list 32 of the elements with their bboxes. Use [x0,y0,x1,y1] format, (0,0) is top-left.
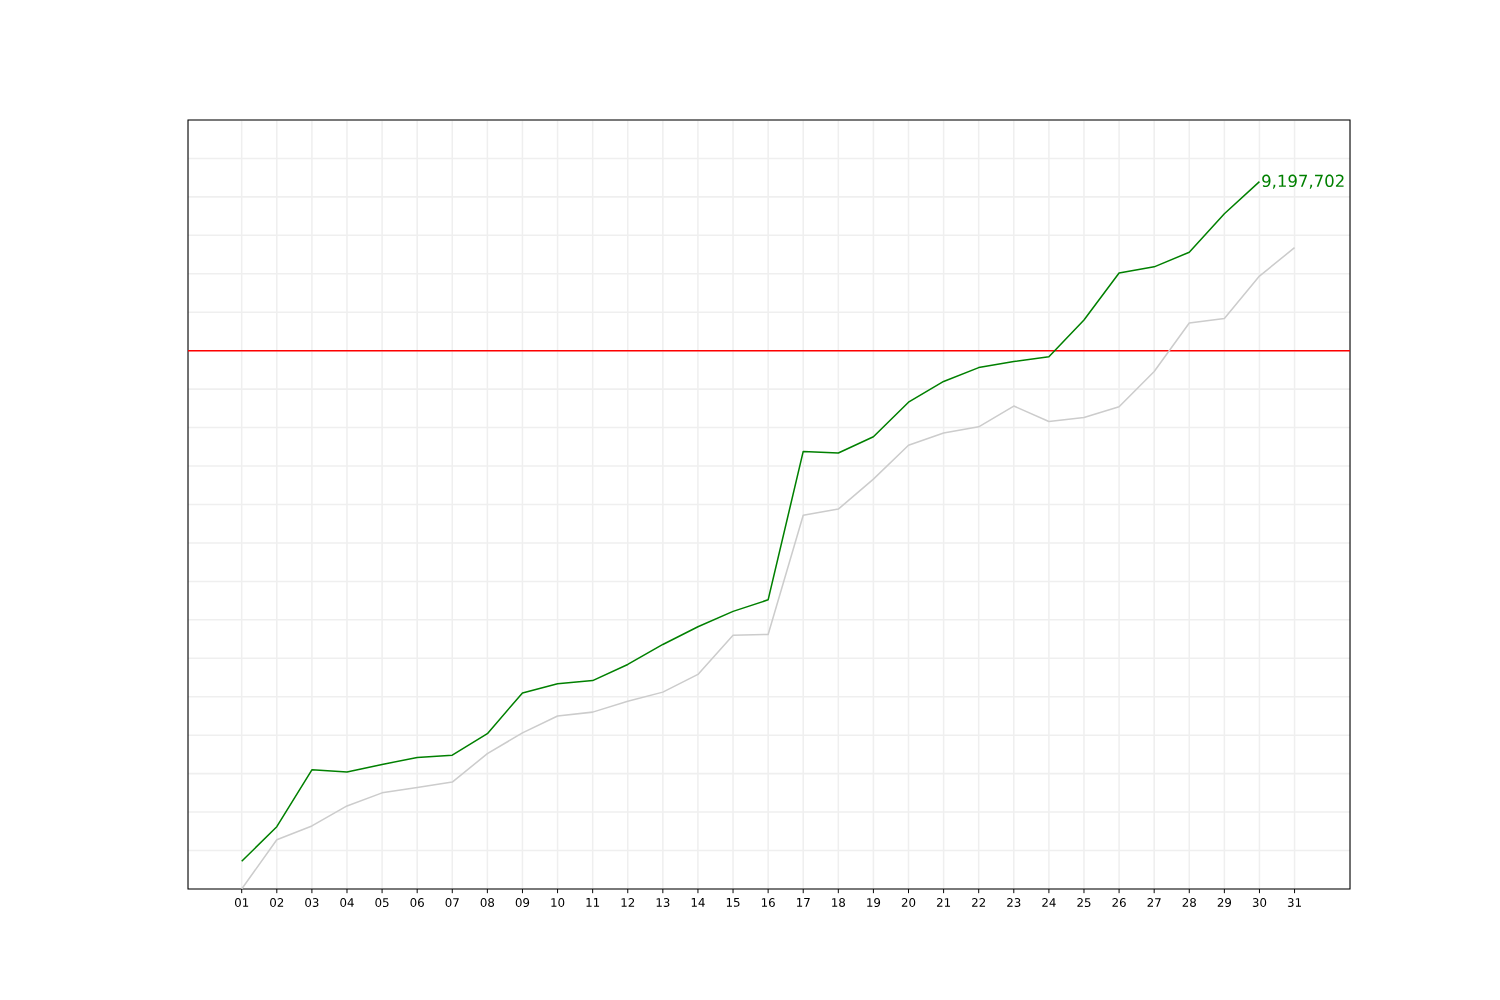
x-tick-label: 01 [234,898,249,907]
x-tick-label: 06 [410,898,424,907]
x-tick-label: 18 [832,898,846,907]
x-tick-label: 16 [761,898,775,907]
x-tick-label: 11 [586,898,600,907]
x-tick-label: 22 [972,898,986,907]
x-tick-label: 26 [1112,898,1126,907]
x-tick-label: 20 [901,898,916,907]
x-tick-label: 27 [1147,898,1161,907]
x-tick-label: 09 [515,898,530,907]
data-label: 9,197,702 [1262,174,1344,189]
x-tick-label: 08 [480,898,495,907]
x-tick-label: 25 [1077,898,1091,907]
x-tick-label: 21 [936,898,951,907]
x-tick-label: 02 [270,898,284,907]
x-tick-label: 14 [691,898,705,907]
x-tick-label: 03 [305,898,319,907]
x-tick-label: 23 [1007,898,1021,907]
x-tick-label: 07 [445,898,459,907]
x-tick-label: 17 [797,898,810,907]
x-tick-label: 12 [621,898,635,907]
x-tick-label: 10 [551,898,565,907]
x-tick-label: 13 [656,898,670,907]
x-tick-label: 29 [1217,898,1232,907]
x-tick-label: 30 [1252,898,1267,907]
x-tick-label: 04 [340,898,354,907]
x-tick-label: 15 [726,898,740,907]
x-tick-label: 05 [375,898,389,907]
x-tick-label: 19 [867,898,881,907]
x-tick-label: 24 [1042,898,1056,907]
x-tick-label: 31 [1287,898,1301,907]
x-tick-label: 28 [1182,898,1196,907]
